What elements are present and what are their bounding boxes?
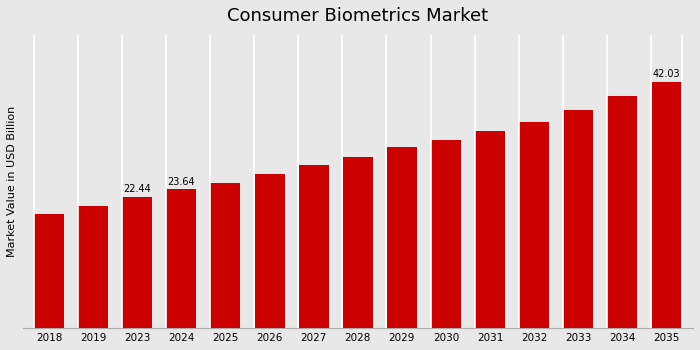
Bar [211,183,240,328]
Bar [475,131,505,328]
Bar [299,165,329,328]
Text: 22.44: 22.44 [123,184,151,194]
Bar [122,197,152,328]
Bar [343,157,373,328]
Bar [34,214,64,328]
Bar [255,174,284,328]
Bar [519,122,550,328]
Bar [564,110,594,328]
Bar [78,206,108,328]
Text: 42.03: 42.03 [653,69,680,79]
Text: 23.64: 23.64 [167,176,195,187]
Y-axis label: Market Value in USD Billion: Market Value in USD Billion [7,106,17,257]
Bar [431,140,461,328]
Title: Consumer Biometrics Market: Consumer Biometrics Market [228,7,489,25]
Bar [387,147,417,328]
Bar [652,82,682,328]
Bar [608,97,638,328]
Bar [167,189,196,328]
